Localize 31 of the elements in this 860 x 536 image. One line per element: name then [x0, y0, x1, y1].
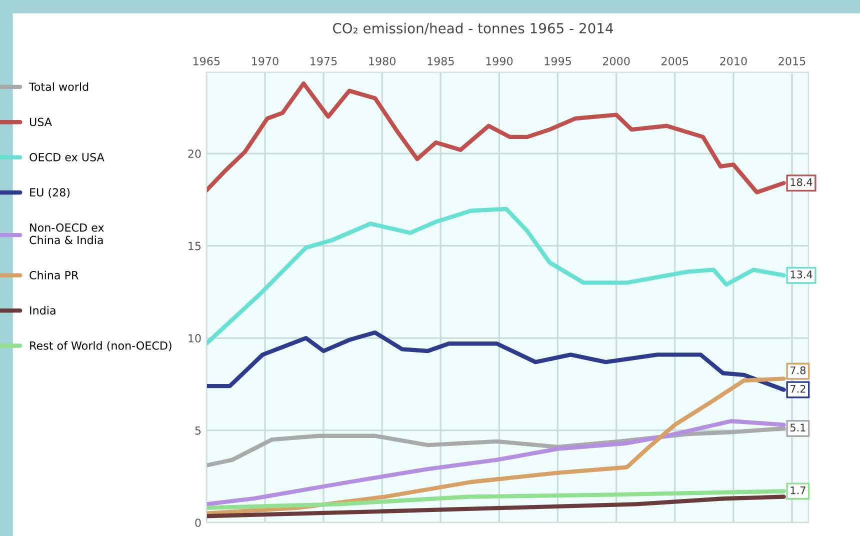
x-tick-label: 2005	[662, 56, 688, 66]
data-label: 13.4	[790, 270, 812, 278]
data-label: 7.2	[790, 384, 806, 393]
y-tick-label: 5	[195, 426, 201, 435]
legend-label: OECD ex USA	[30, 152, 104, 162]
y-tick-label: 15	[188, 242, 201, 250]
data-label: 5.1	[790, 424, 806, 432]
x-tick-label: 2010	[720, 56, 747, 66]
legend-label: USA	[30, 118, 52, 126]
legend-label: China PR	[30, 270, 78, 280]
y-tick-label: 20	[188, 150, 201, 158]
legend-label: India	[30, 306, 56, 315]
legend-label: Rest of World (non-OECD)	[30, 341, 172, 352]
x-tick-label: 1970	[252, 56, 278, 66]
chart-title: CO₂ emission/head - tonnes 1965 - 2014	[332, 22, 614, 35]
legend-label: Non-OECD ex China & India	[30, 223, 104, 244]
legend-label: EU (28)	[30, 188, 70, 198]
x-tick-label: 1980	[369, 56, 396, 66]
x-tick-label: 2000	[602, 56, 630, 66]
x-tick-label: 2015	[778, 56, 806, 66]
x-tick-label: 1995	[544, 56, 571, 66]
x-tick-label: 1975	[310, 56, 337, 66]
x-tick-label: 1990	[486, 56, 513, 66]
x-tick-label: 1985	[428, 56, 454, 66]
data-label: 7.8	[790, 366, 806, 374]
data-label: 18.4	[790, 178, 812, 186]
x-tick-label: 1965	[193, 56, 220, 66]
y-tick-label: 10	[188, 334, 201, 342]
data-label: 1.7	[790, 486, 806, 494]
legend-label: Total world	[28, 82, 88, 91]
y-tick-label: 0	[195, 518, 201, 527]
